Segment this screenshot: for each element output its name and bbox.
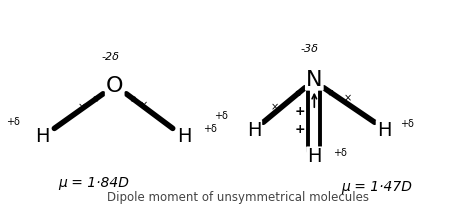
Text: +δ: +δ xyxy=(400,119,414,129)
Text: -2δ: -2δ xyxy=(101,52,119,62)
Text: H: H xyxy=(177,127,191,146)
Text: +δ: +δ xyxy=(215,111,228,121)
Text: O: O xyxy=(106,76,123,96)
Text: -3δ: -3δ xyxy=(301,44,319,54)
Text: H: H xyxy=(246,121,261,140)
Text: H: H xyxy=(377,121,391,140)
Text: +δ: +δ xyxy=(6,117,19,127)
Text: H: H xyxy=(36,127,50,146)
Text: +: + xyxy=(295,105,306,118)
Text: μ = 1·84D: μ = 1·84D xyxy=(58,176,129,190)
Text: ×: × xyxy=(140,100,148,110)
Text: +δ: +δ xyxy=(333,148,347,158)
Text: N: N xyxy=(306,70,323,89)
Text: μ = 1·47D: μ = 1·47D xyxy=(342,180,412,194)
Text: ×: × xyxy=(78,102,86,112)
Text: +δ: +δ xyxy=(203,124,217,134)
Text: ×: × xyxy=(344,94,352,104)
Text: ×: × xyxy=(271,102,279,112)
Text: Dipole moment of unsymmetrical molecules: Dipole moment of unsymmetrical molecules xyxy=(107,191,369,204)
Text: +: + xyxy=(295,123,306,136)
Text: H: H xyxy=(307,147,321,166)
